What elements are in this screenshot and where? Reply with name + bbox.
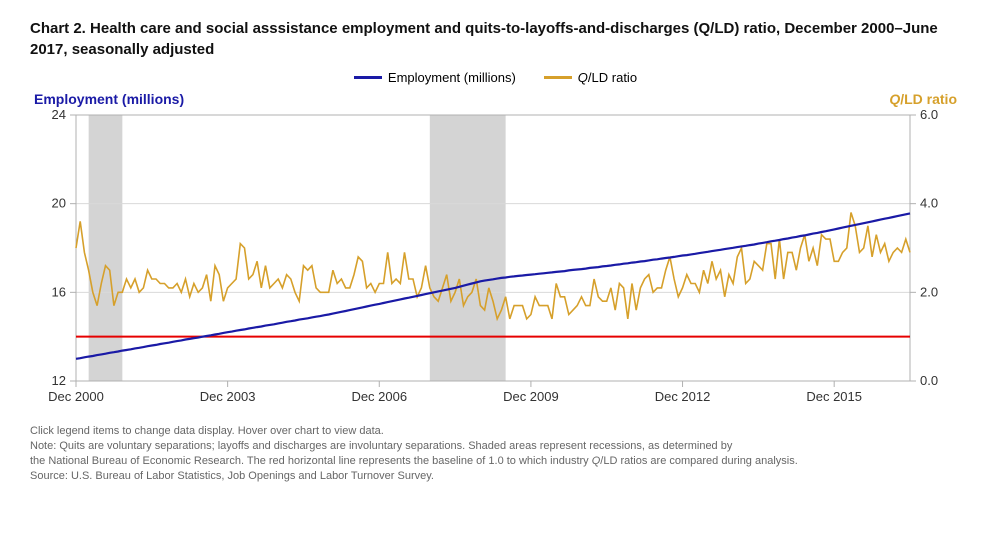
legend-label-employment: Employment (millions) (388, 70, 516, 85)
svg-text:Dec 2000: Dec 2000 (48, 389, 104, 404)
chart-footnotes: Click legend items to change data displa… (30, 424, 961, 483)
chart-plot[interactable]: 12 16 20 24 0.0 2.0 4.0 6.0 Dec 2000 Dec 2003 Dec … (30, 109, 961, 414)
legend: Employment (millions) Q/LD ratio (30, 70, 961, 85)
svg-text:20: 20 (52, 196, 66, 211)
svg-text:16: 16 (52, 284, 66, 299)
y-right-axis-title: Q/LD ratio (889, 91, 957, 107)
svg-text:24: 24 (52, 109, 66, 122)
legend-label-qld: Q/LD ratio (578, 70, 637, 85)
svg-text:Dec 2006: Dec 2006 (351, 389, 407, 404)
legend-item-employment[interactable]: Employment (millions) (354, 70, 516, 85)
svg-text:12: 12 (52, 373, 66, 388)
svg-text:Dec 2015: Dec 2015 (806, 389, 862, 404)
recession-band (430, 115, 506, 381)
chart-svg: 12 16 20 24 0.0 2.0 4.0 6.0 Dec 2000 Dec 2003 Dec … (30, 109, 958, 409)
legend-swatch-employment (354, 76, 382, 79)
legend-item-qld[interactable]: Q/LD ratio (544, 70, 637, 85)
recession-band (89, 115, 123, 381)
y-left-axis-title: Employment (millions) (34, 91, 184, 107)
svg-text:Dec 2012: Dec 2012 (655, 389, 711, 404)
svg-text:6.0: 6.0 (920, 109, 938, 122)
svg-text:0.0: 0.0 (920, 373, 938, 388)
svg-text:Dec 2003: Dec 2003 (200, 389, 256, 404)
svg-text:2.0: 2.0 (920, 284, 938, 299)
chart-title: Chart 2. Health care and social asssista… (30, 18, 961, 60)
svg-text:4.0: 4.0 (920, 196, 938, 211)
legend-swatch-qld (544, 76, 572, 79)
svg-text:Dec 2009: Dec 2009 (503, 389, 559, 404)
